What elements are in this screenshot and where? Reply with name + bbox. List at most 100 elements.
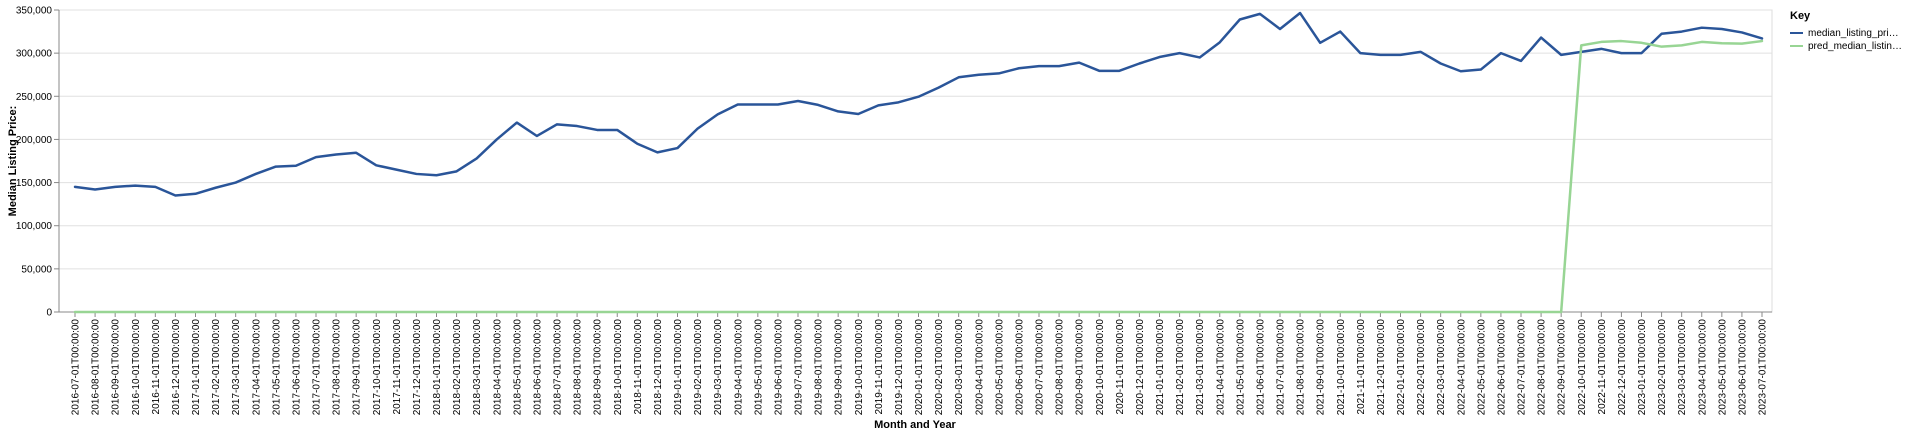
x-tick-label: 2023-07-01T00:00:00	[1758, 319, 1769, 416]
x-tick-label: 2020-07-01T00:00:00	[1035, 319, 1046, 416]
x-tick-label: 2019-12-01T00:00:00	[894, 319, 905, 416]
x-tick-label: 2019-05-01T00:00:00	[753, 319, 764, 416]
x-tick-label: 2019-04-01T00:00:00	[733, 319, 744, 416]
x-tick-label: 2016-10-01T00:00:00	[131, 319, 142, 416]
x-tick-label: 2017-03-01T00:00:00	[231, 319, 242, 416]
x-tick-label: 2017-08-01T00:00:00	[332, 319, 343, 416]
x-tick-label: 2021-08-01T00:00:00	[1296, 319, 1307, 416]
x-tick-label: 2019-08-01T00:00:00	[814, 319, 825, 416]
x-tick-label: 2020-12-01T00:00:00	[1135, 319, 1146, 416]
x-tick-label: 2018-06-01T00:00:00	[532, 319, 543, 416]
x-tick-label: 2019-06-01T00:00:00	[773, 319, 784, 416]
x-tick-label: 2023-04-01T00:00:00	[1697, 319, 1708, 416]
x-tick-label: 2019-02-01T00:00:00	[693, 319, 704, 416]
x-tick-label: 2018-05-01T00:00:00	[512, 319, 523, 416]
x-tick-label: 2022-11-01T00:00:00	[1597, 319, 1608, 415]
x-tick-label: 2018-02-01T00:00:00	[452, 319, 463, 416]
x-tick-label: 2020-01-01T00:00:00	[914, 319, 925, 416]
x-tick-label: 2017-06-01T00:00:00	[291, 319, 302, 416]
x-tick-label: 2020-09-01T00:00:00	[1075, 319, 1086, 416]
x-tick-label: 2018-12-01T00:00:00	[653, 319, 664, 416]
x-tick-label: 2021-12-01T00:00:00	[1376, 319, 1387, 416]
y-tick-label: 50,000	[21, 264, 52, 275]
x-tick-label: 2016-08-01T00:00:00	[91, 319, 102, 416]
x-tick-label: 2021-06-01T00:00:00	[1255, 319, 1266, 416]
legend-item-median-listing-price: median_listing_pri…	[1790, 28, 1899, 39]
x-tick-label: 2017-07-01T00:00:00	[312, 319, 323, 416]
x-tick-label: 2018-03-01T00:00:00	[472, 319, 483, 416]
y-tick-label: 0	[46, 308, 52, 319]
x-tick-label: 2023-01-01T00:00:00	[1637, 319, 1648, 416]
series-line-pred-median-listing-price	[73, 39, 1764, 314]
x-tick-label: 2021-05-01T00:00:00	[1235, 319, 1246, 416]
x-tick-label: 2021-04-01T00:00:00	[1215, 319, 1226, 416]
x-tick-label: 2017-09-01T00:00:00	[352, 319, 363, 416]
plot-background	[58, 9, 1773, 313]
x-tick-label: 2018-09-01T00:00:00	[593, 319, 604, 416]
x-tick-label: 2018-08-01T00:00:00	[573, 319, 584, 416]
x-axis-title: Month and Year	[874, 419, 956, 431]
x-tick-label: 2023-02-01T00:00:00	[1657, 319, 1668, 416]
legend: Key median_listing_pri… pred_median_list…	[1790, 10, 1902, 52]
x-tick-label: 2017-12-01T00:00:00	[412, 319, 423, 416]
x-tick-label: 2019-09-01T00:00:00	[834, 319, 845, 416]
x-tick-label: 2017-11-01T00:00:00	[392, 319, 403, 415]
x-tick-label: 2019-11-01T00:00:00	[874, 319, 885, 415]
y-tick-label: 350,000	[16, 6, 53, 17]
x-tick-label: 2018-01-01T00:00:00	[432, 319, 443, 416]
y-tick-label: 300,000	[16, 49, 53, 60]
x-tick-label: 2020-06-01T00:00:00	[1014, 319, 1025, 416]
legend-label-median-listing-price: median_listing_pri…	[1808, 28, 1899, 39]
legend-item-pred-median-listing-price: pred_median_listin…	[1790, 41, 1902, 52]
x-tick-label: 2020-02-01T00:00:00	[934, 319, 945, 416]
x-tick-label: 2020-11-01T00:00:00	[1115, 319, 1126, 415]
x-tick-label: 2020-05-01T00:00:00	[994, 319, 1005, 416]
x-tick-label: 2017-05-01T00:00:00	[271, 319, 282, 416]
series-line-median-listing-price	[73, 11, 1764, 197]
x-tick-label: 2017-10-01T00:00:00	[372, 319, 383, 416]
x-tick-label: 2021-09-01T00:00:00	[1316, 319, 1327, 416]
x-tick-label: 2023-03-01T00:00:00	[1677, 319, 1688, 416]
x-tick-label: 2021-10-01T00:00:00	[1336, 319, 1347, 416]
y-tick-label: 100,000	[16, 221, 53, 232]
x-tick-label: 2023-06-01T00:00:00	[1737, 319, 1748, 416]
x-tick-label: 2016-09-01T00:00:00	[111, 319, 122, 416]
x-tick-label: 2021-07-01T00:00:00	[1276, 319, 1287, 416]
x-tick-label: 2017-04-01T00:00:00	[251, 319, 262, 416]
x-tick-label: 2016-12-01T00:00:00	[171, 319, 182, 416]
x-tick-label: 2023-05-01T00:00:00	[1717, 319, 1728, 416]
y-axis-title: Median Listing Price:	[7, 106, 19, 217]
x-tick-label: 2018-07-01T00:00:00	[553, 319, 564, 416]
x-tick-label: 2021-11-01T00:00:00	[1356, 319, 1367, 415]
x-tick-label: 2020-04-01T00:00:00	[974, 319, 985, 416]
x-tick-label: 2019-10-01T00:00:00	[854, 319, 865, 416]
x-axis: 2016-07-01T00:00:00 2016-08-01T00:00:00 20…	[59, 311, 1772, 416]
x-tick-label: 2017-02-01T00:00:00	[211, 319, 222, 416]
x-tick-label: 2020-08-01T00:00:00	[1055, 319, 1066, 416]
x-tick-label: 2019-03-01T00:00:00	[713, 319, 724, 416]
x-tick-label: 2022-02-01T00:00:00	[1416, 319, 1427, 416]
x-tick-label: 2021-01-01T00:00:00	[1155, 319, 1166, 416]
x-tick-label: 2019-07-01T00:00:00	[794, 319, 805, 416]
x-tick-label: 2021-02-01T00:00:00	[1175, 319, 1186, 416]
x-tick-label: 2022-05-01T00:00:00	[1476, 319, 1487, 416]
x-tick-label: 2022-12-01T00:00:00	[1617, 319, 1628, 416]
x-tick-label: 2019-01-01T00:00:00	[673, 319, 684, 416]
x-tick-label: 2022-07-01T00:00:00	[1517, 319, 1528, 416]
x-tick-label: 2022-06-01T00:00:00	[1496, 319, 1507, 416]
x-tick-label: 2018-04-01T00:00:00	[492, 319, 503, 416]
x-tick-label: 2022-01-01T00:00:00	[1396, 319, 1407, 416]
x-tick-label: 2020-03-01T00:00:00	[954, 319, 965, 416]
x-tick-label: 2016-11-01T00:00:00	[151, 319, 162, 415]
y-tick-label: 200,000	[16, 135, 53, 146]
y-tick-label: 250,000	[16, 92, 53, 103]
y-tick-label: 150,000	[16, 178, 53, 189]
x-tick-label: 2021-03-01T00:00:00	[1195, 319, 1206, 416]
x-tick-label: 2020-10-01T00:00:00	[1095, 319, 1106, 416]
x-tick-label: 2017-01-01T00:00:00	[191, 319, 202, 416]
x-tick-label: 2022-04-01T00:00:00	[1456, 319, 1467, 416]
x-tick-label: 2022-08-01T00:00:00	[1537, 319, 1548, 416]
x-tick-label: 2022-10-01T00:00:00	[1577, 319, 1588, 416]
legend-label-pred-median-listing-price: pred_median_listin…	[1808, 41, 1902, 52]
